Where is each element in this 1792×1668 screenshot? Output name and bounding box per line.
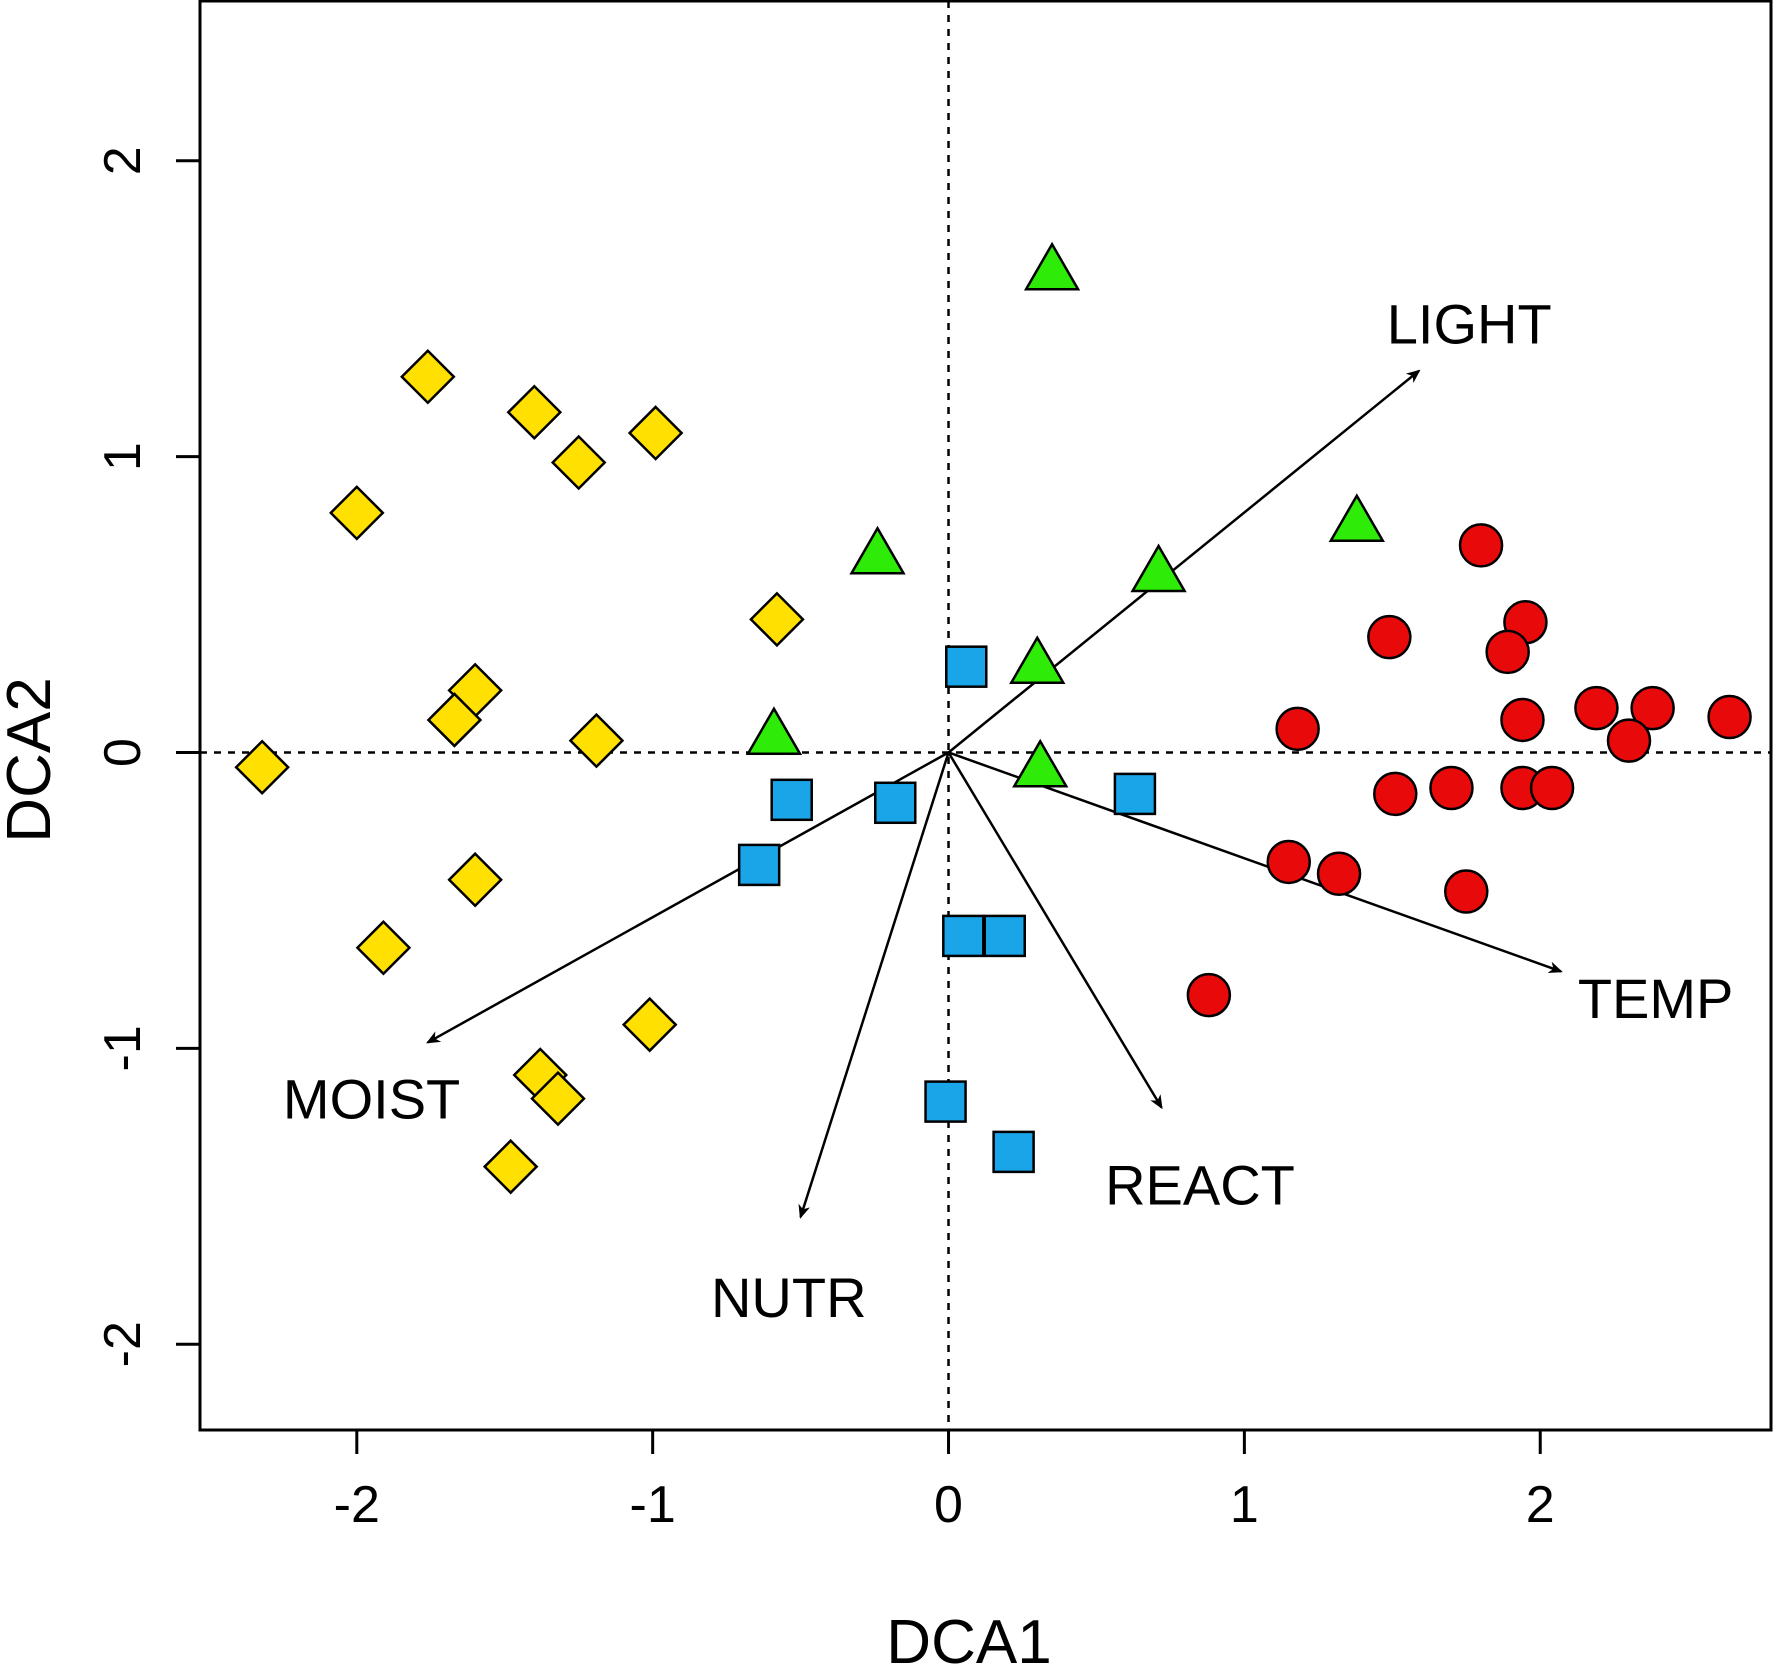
square-point	[737, 843, 781, 887]
x-axis-title: DCA1	[886, 1608, 1051, 1668]
circle-point	[1529, 765, 1575, 811]
y-tick-label: -1	[94, 1025, 152, 1071]
triangle-point	[745, 706, 803, 755]
diamond-point	[447, 851, 503, 908]
y-axis: -2 -1 0 1 2	[94, 146, 200, 1367]
circle-point	[1630, 685, 1675, 731]
square-point	[924, 1080, 967, 1123]
circle-point	[1606, 718, 1652, 763]
square-point	[1113, 772, 1157, 816]
circle-point	[1266, 839, 1312, 885]
circle-point	[1500, 697, 1545, 743]
vector-react-label: REACT	[1105, 1153, 1295, 1216]
triangle-point	[1023, 241, 1081, 291]
square-point	[983, 914, 1026, 958]
vector-nutr-label: NUTR	[711, 1266, 867, 1329]
triangle-point	[1130, 543, 1187, 593]
circle-point	[1444, 869, 1489, 914]
circle-point	[1429, 765, 1474, 811]
diamond-point	[530, 1070, 586, 1127]
circle-point	[1574, 685, 1619, 731]
square-point	[992, 1130, 1035, 1174]
vector-light-label: LIGHT	[1387, 292, 1552, 355]
vector-react-arrow	[947, 751, 1163, 1110]
sample-points	[234, 241, 1752, 1195]
plot-frame	[198, 0, 1773, 1432]
circle-point	[1458, 523, 1504, 568]
vector-temp-label: TEMP	[1578, 967, 1734, 1030]
vector-nutr-arrow	[798, 752, 950, 1219]
y-tick-label: 2	[94, 146, 152, 175]
x-tick-label: 0	[934, 1476, 963, 1534]
diamond-point	[621, 996, 678, 1053]
x-tick-label: 1	[1230, 1476, 1259, 1534]
diamond-point	[482, 1138, 539, 1195]
vector-moist-label: MOIST	[283, 1068, 460, 1131]
diamond-point	[506, 384, 563, 441]
x-axis: -2 -1 0 1 2	[334, 1430, 1555, 1534]
square-point	[942, 914, 985, 958]
triangle-point	[1328, 493, 1385, 542]
x-tick-label: -2	[334, 1476, 380, 1534]
y-tick-label: 0	[94, 738, 152, 767]
vector-temp-arrow	[948, 751, 1563, 974]
square-point	[874, 781, 917, 825]
triangle-point	[1012, 738, 1069, 788]
diamond-point	[550, 434, 607, 491]
diamond-point	[426, 692, 483, 748]
diamond-point	[234, 739, 290, 796]
diamond-point	[400, 348, 456, 405]
circle-point	[1186, 972, 1232, 1018]
circle-point	[1373, 771, 1418, 817]
y-tick-label: 1	[94, 442, 152, 471]
x-tick-label: -1	[630, 1476, 676, 1534]
reference-lines	[200, 1, 1771, 1430]
diamond-point	[355, 919, 412, 976]
diamond-point	[627, 405, 684, 461]
diamond-point	[329, 485, 385, 541]
y-tick-label: -2	[94, 1321, 152, 1367]
diamond-point	[749, 591, 805, 648]
square-point	[945, 645, 988, 688]
y-axis-title: DCA2	[0, 677, 64, 842]
circle-point	[1707, 694, 1752, 740]
triangle-point	[1009, 635, 1066, 684]
vector-moist-arrow	[426, 751, 950, 1044]
x-tick-label: 2	[1526, 1476, 1555, 1534]
vector-light-arrow	[947, 369, 1421, 754]
diamond-point	[568, 712, 625, 769]
triangle-point	[849, 525, 906, 575]
circle-point	[1485, 629, 1530, 675]
square-point	[770, 778, 813, 822]
circle-point	[1367, 614, 1412, 660]
circle-point	[1275, 706, 1320, 752]
environmental-vectors: LIGHT TEMP REACT NUTR MOIST	[283, 292, 1733, 1328]
circle-point	[1316, 851, 1362, 897]
